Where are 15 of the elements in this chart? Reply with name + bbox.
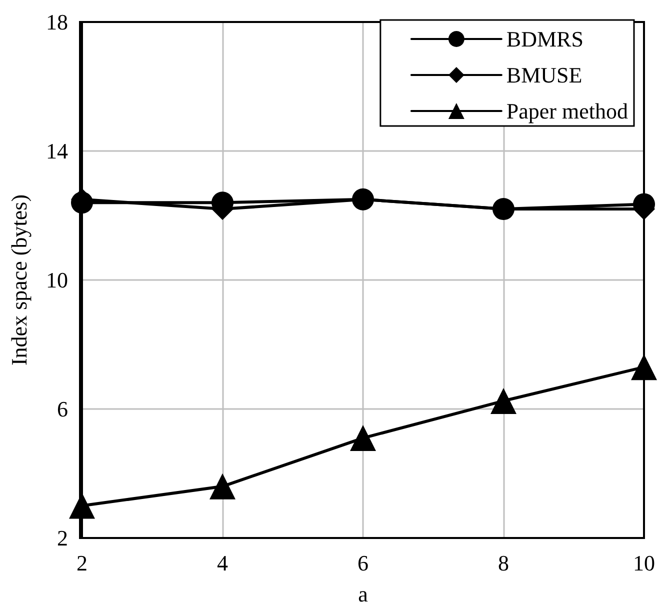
y-tick-label: 10: [46, 268, 68, 292]
legend-label: Paper method: [506, 98, 628, 124]
y-tick-label: 14: [46, 138, 68, 164]
x-tick-label: 6: [358, 550, 368, 576]
x-axis-title: a: [358, 582, 368, 606]
y-tick-label: 18: [46, 10, 68, 34]
y-tick-label: 6: [57, 396, 68, 422]
y-tick-label: 2: [57, 526, 68, 550]
x-tick-label: 10: [633, 550, 655, 576]
legend-label: BMUSE: [506, 62, 582, 88]
x-tick-label: 2: [76, 550, 88, 576]
x-tick-label: 4: [217, 550, 228, 576]
y-axis-title: Index space (bytes): [6, 194, 32, 366]
legend-label: BDMRS: [506, 26, 584, 52]
x-tick-label: 8: [498, 550, 509, 576]
